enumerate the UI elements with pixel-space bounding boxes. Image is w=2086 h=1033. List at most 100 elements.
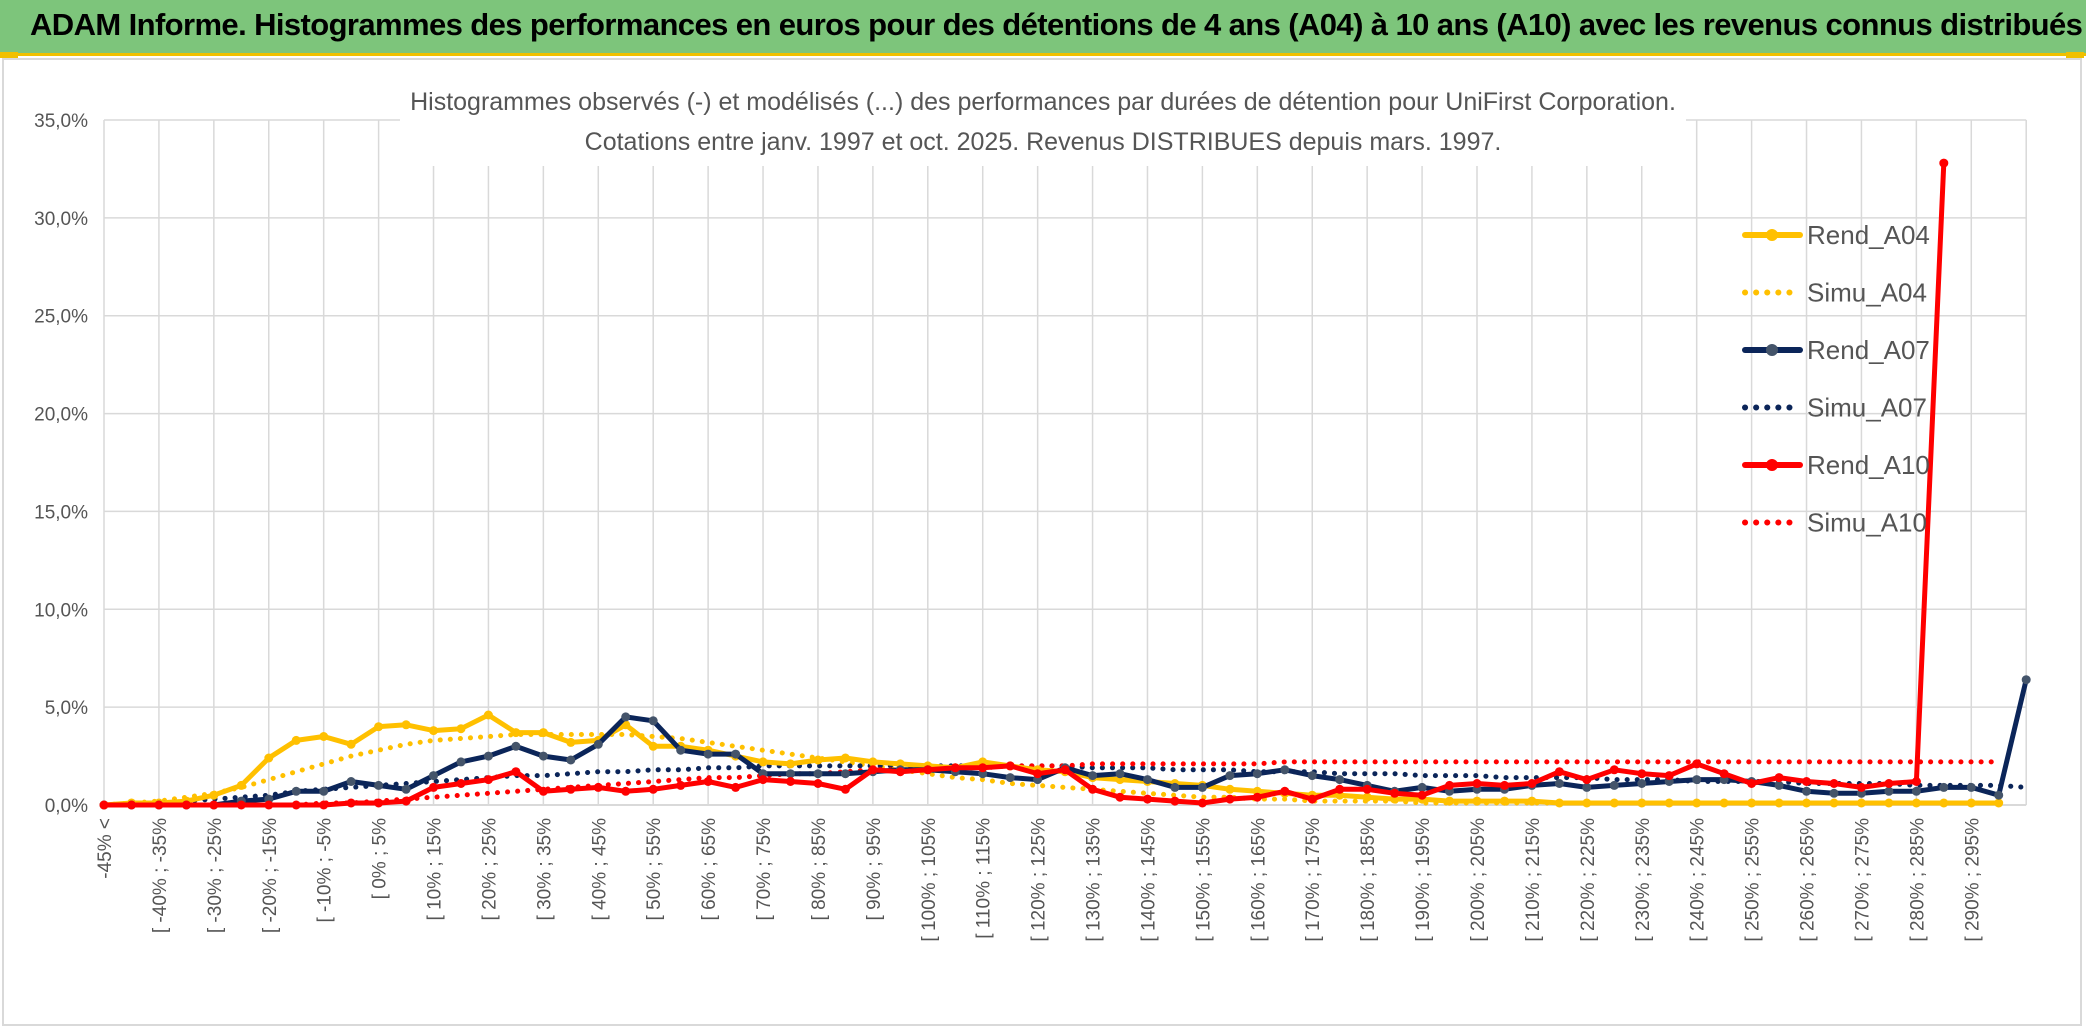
chart-title: Histogrammes observés (-) et modélisés (…	[410, 88, 1676, 116]
data-point-rend_a04	[1856, 798, 1866, 808]
data-point-rend_a04	[1225, 784, 1235, 794]
data-point-rend_a10	[511, 767, 521, 777]
data-point-rend_a04	[1582, 798, 1592, 808]
data-point-rend_a10	[813, 779, 823, 788]
data-point-rend_a10	[1417, 790, 1427, 800]
x-tick-label: [ 20% ; 25%	[479, 818, 500, 921]
x-tick-label: [ 260% ; 265%	[1798, 818, 1819, 942]
legend-marker-rend_a10	[1766, 459, 1778, 471]
x-tick-label: [ 190% ; 195%	[1413, 818, 1434, 942]
data-point-rend_a07	[429, 771, 438, 781]
data-point-rend_a07	[621, 712, 631, 722]
data-point-rend_a10	[1609, 765, 1619, 775]
data-point-rend_a07	[1966, 782, 1976, 792]
data-point-rend_a10	[840, 784, 850, 794]
data-point-rend_a07	[1307, 771, 1317, 781]
data-point-rend_a10	[1719, 769, 1729, 779]
data-point-rend_a10	[374, 798, 384, 808]
data-point-rend_a10	[1280, 786, 1290, 796]
data-point-rend_a10	[346, 798, 356, 808]
data-point-rend_a10	[1774, 773, 1784, 783]
data-point-rend_a10	[236, 800, 246, 810]
data-point-rend_a04	[374, 722, 384, 732]
data-point-rend_a07	[1417, 782, 1427, 792]
x-tick-label: [ 150% ; 155%	[1193, 818, 1214, 942]
data-point-rend_a10	[703, 777, 713, 786]
data-point-rend_a10	[181, 800, 191, 810]
page-title: ADAM Informe. Histogrammes des performan…	[30, 7, 2083, 42]
data-point-rend_a10	[1692, 759, 1702, 769]
legend-label-simu_a04: Simu_A04	[1807, 278, 1927, 308]
data-point-rend_a10	[1747, 779, 1757, 788]
data-point-rend_a07	[731, 749, 741, 759]
x-tick-label: [ 110% ; 115%	[974, 818, 995, 939]
y-tick-label: 0,0%	[45, 796, 88, 817]
data-point-rend_a10	[1472, 779, 1482, 788]
x-tick-label: -45% <	[95, 818, 116, 879]
data-point-rend_a10	[1033, 769, 1043, 779]
y-tick-label: 35,0%	[34, 111, 88, 132]
data-point-rend_a10	[731, 782, 741, 792]
data-point-rend_a10	[1664, 771, 1674, 781]
data-point-rend_a10	[1637, 769, 1647, 779]
data-point-rend_a07	[1884, 786, 1894, 796]
data-point-rend_a07	[346, 777, 356, 786]
corner-mark	[0, 52, 18, 58]
x-tick-label: [ -10% ; -5%	[315, 818, 336, 923]
legend-marker-rend_a07	[1766, 344, 1778, 356]
data-point-rend_a04	[1609, 798, 1619, 808]
data-point-rend_a04	[1362, 792, 1372, 802]
data-point-rend_a04	[511, 728, 521, 738]
series-line-rend_a10	[101, 160, 1947, 808]
data-point-rend_a10	[1088, 784, 1098, 794]
data-point-rend_a04	[1747, 798, 1757, 808]
data-point-rend_a07	[1774, 780, 1784, 790]
y-tick-label: 20,0%	[34, 405, 88, 426]
data-point-rend_a10	[154, 800, 164, 810]
data-point-rend_a04	[291, 735, 301, 745]
data-point-rend_a10	[1500, 780, 1509, 790]
data-point-rend_a04	[1472, 796, 1482, 806]
data-point-rend_a04	[264, 753, 274, 763]
series-line-simu_a04	[101, 732, 2002, 808]
data-point-rend_a07	[374, 780, 384, 790]
data-point-rend_a04	[401, 720, 411, 730]
legend-marker-rend_a04	[1766, 229, 1778, 241]
data-point-rend_a04	[1637, 798, 1647, 808]
data-point-rend_a10	[1362, 784, 1372, 794]
series-line-rend_a04	[101, 712, 2002, 808]
data-point-rend_a10	[291, 800, 301, 810]
data-point-rend_a04	[1527, 796, 1537, 806]
data-point-rend_a07	[1911, 786, 1921, 796]
data-point-rend_a07	[1802, 786, 1811, 796]
x-tick-label: [ 240% ; 245%	[1688, 818, 1709, 942]
data-point-rend_a04	[566, 737, 576, 747]
data-point-rend_a10	[429, 782, 438, 792]
data-point-rend_a07	[593, 739, 603, 749]
y-tick-label: 25,0%	[34, 307, 88, 328]
data-point-rend_a10	[1856, 782, 1866, 792]
data-point-rend_a10	[1170, 796, 1180, 806]
data-point-rend_a10	[676, 780, 686, 790]
x-tick-label: [ 70% ; 75%	[754, 818, 775, 921]
data-point-rend_a10	[483, 775, 493, 785]
data-point-rend_a04	[813, 755, 823, 765]
y-tick-label: 10,0%	[34, 600, 88, 621]
x-tick-label: [ 200% ; 205%	[1468, 818, 1489, 942]
data-point-rend_a10	[868, 765, 878, 775]
data-point-rend_a04	[346, 739, 356, 749]
x-tick-label: [ 80% ; 85%	[809, 818, 830, 921]
data-point-rend_a07	[1088, 771, 1098, 781]
data-point-rend_a07	[1143, 775, 1152, 785]
x-tick-label: [ 180% ; 185%	[1358, 818, 1379, 942]
x-tick-label: [ 250% ; 255%	[1743, 818, 1764, 942]
x-tick-label: [ 40% ; 45%	[589, 818, 610, 921]
data-point-rend_a10	[209, 800, 219, 810]
data-point-rend_a07	[1005, 773, 1015, 783]
data-point-rend_a10	[1802, 777, 1811, 786]
data-point-rend_a10	[264, 800, 274, 810]
data-point-rend_a04	[1829, 798, 1839, 808]
legend-label-rend_a04: Rend_A04	[1807, 220, 1930, 250]
data-point-rend_a04	[840, 753, 850, 763]
